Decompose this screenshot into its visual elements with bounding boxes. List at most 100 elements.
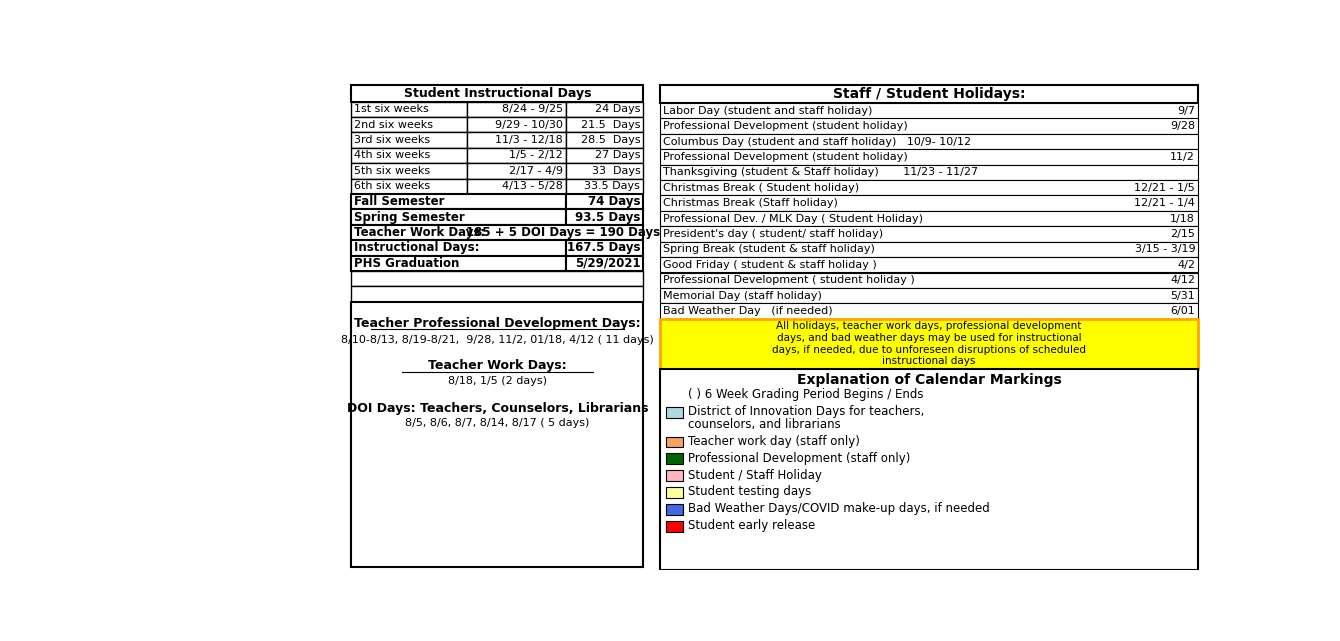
Text: 6/01: 6/01	[1170, 306, 1195, 316]
Bar	[565, 132, 643, 148]
Text: Christmas Break (Staff holiday): Christmas Break (Staff holiday)	[663, 198, 838, 208]
Text: counselors, and librarians: counselors, and librarians	[687, 418, 840, 431]
Text: 3rd six weeks: 3rd six weeks	[354, 135, 430, 145]
Bar	[666, 407, 683, 418]
Text: 9/7: 9/7	[1177, 106, 1195, 116]
Text: Spring Semester: Spring Semester	[354, 210, 465, 224]
Bar	[659, 85, 1198, 103]
Text: Columbus Day (student and staff holiday)   10/9- 10/12: Columbus Day (student and staff holiday)…	[663, 137, 972, 147]
Text: 27 Days: 27 Days	[595, 151, 641, 160]
Bar	[565, 117, 643, 132]
Text: 4/12: 4/12	[1170, 275, 1195, 285]
Text: 2/17 - 4/9: 2/17 - 4/9	[509, 166, 563, 176]
Text: Spring Break (student & staff holiday): Spring Break (student & staff holiday)	[663, 244, 875, 254]
Text: President's day ( student/ staff holiday): President's day ( student/ staff holiday…	[663, 229, 883, 239]
Bar	[351, 194, 565, 210]
Text: 8/24 - 9/25: 8/24 - 9/25	[501, 104, 563, 114]
Bar	[351, 302, 643, 567]
Text: 5/29/2021: 5/29/2021	[575, 257, 641, 270]
Text: 74 Days: 74 Days	[588, 195, 641, 208]
Text: Professional Dev. / MLK Day ( Student Holiday): Professional Dev. / MLK Day ( Student Ho…	[663, 213, 923, 224]
Text: Teacher work day (staff only): Teacher work day (staff only)	[687, 435, 859, 447]
Text: 1st six weeks: 1st six weeks	[354, 104, 429, 114]
Bar	[468, 101, 565, 117]
Text: 1/18: 1/18	[1170, 213, 1195, 224]
Text: 9/29 - 10/30: 9/29 - 10/30	[494, 120, 563, 129]
Text: 11/3 - 12/18: 11/3 - 12/18	[494, 135, 563, 145]
Bar	[468, 148, 565, 163]
Text: Teacher Professional Development Days:: Teacher Professional Development Days:	[354, 317, 641, 330]
Bar	[468, 163, 565, 179]
Bar	[351, 117, 468, 132]
Text: 12/21 - 1/5: 12/21 - 1/5	[1135, 183, 1195, 193]
Bar	[659, 369, 1198, 570]
Text: Student testing days: Student testing days	[687, 485, 811, 499]
Bar	[659, 303, 1198, 319]
Text: PHS Graduation: PHS Graduation	[354, 257, 460, 270]
Text: Student / Staff Holiday: Student / Staff Holiday	[687, 469, 821, 481]
Text: 4/2: 4/2	[1177, 260, 1195, 270]
Text: 2/15: 2/15	[1170, 229, 1195, 239]
Text: Thanksgiving (student & Staff holiday)       11/23 - 11/27: Thanksgiving (student & Staff holiday) 1…	[663, 167, 978, 178]
Bar	[659, 134, 1198, 149]
Bar	[351, 148, 468, 163]
Bar	[351, 101, 468, 117]
Bar	[351, 179, 468, 194]
Bar	[659, 119, 1198, 134]
Text: Teacher Work Days:: Teacher Work Days:	[354, 226, 485, 239]
Bar	[468, 117, 565, 132]
Bar	[666, 470, 683, 481]
Bar	[351, 132, 468, 148]
Text: Professional Development (student holiday): Professional Development (student holida…	[663, 121, 907, 131]
Bar	[351, 240, 565, 256]
Bar	[351, 225, 643, 240]
Bar	[468, 179, 565, 194]
Bar	[666, 453, 683, 464]
Text: 24 Days: 24 Days	[595, 104, 641, 114]
Text: Christmas Break ( Student holiday): Christmas Break ( Student holiday)	[663, 183, 859, 193]
Bar	[565, 179, 643, 194]
Text: Staff / Student Holidays:: Staff / Student Holidays:	[832, 87, 1025, 101]
Text: Professional Development (staff only): Professional Development (staff only)	[687, 451, 910, 465]
Text: Professional Development (student holiday): Professional Development (student holida…	[663, 152, 907, 162]
Text: 5/31: 5/31	[1170, 290, 1195, 301]
Bar	[659, 180, 1198, 196]
Text: 8/18, 1/5 (2 days): 8/18, 1/5 (2 days)	[448, 376, 547, 386]
Text: 167.5 Days: 167.5 Days	[567, 242, 641, 254]
Bar	[565, 240, 643, 256]
Bar	[659, 165, 1198, 180]
Text: 93.5 Days: 93.5 Days	[575, 210, 641, 224]
Text: 11/2: 11/2	[1170, 152, 1195, 162]
Text: 5th six weeks: 5th six weeks	[354, 166, 430, 176]
Text: Memorial Day (staff holiday): Memorial Day (staff holiday)	[663, 290, 821, 301]
Bar	[659, 288, 1198, 303]
Text: 185 + 5 DOI Days = 190 Days: 185 + 5 DOI Days = 190 Days	[466, 226, 661, 239]
Text: 33.5 Days: 33.5 Days	[584, 181, 641, 191]
Text: Fall Semester: Fall Semester	[354, 195, 445, 208]
Text: 6th six weeks: 6th six weeks	[354, 181, 430, 191]
Text: 4th six weeks: 4th six weeks	[354, 151, 430, 160]
Bar	[659, 211, 1198, 226]
Text: Student Instructional Days: Student Instructional Days	[403, 87, 591, 99]
Bar	[666, 437, 683, 447]
Bar	[659, 149, 1198, 165]
Bar	[565, 210, 643, 225]
Bar	[468, 132, 565, 148]
Text: Professional Development ( student holiday ): Professional Development ( student holid…	[663, 275, 914, 285]
Bar	[666, 521, 683, 532]
Bar	[666, 504, 683, 515]
Text: Explanation of Calendar Markings: Explanation of Calendar Markings	[796, 372, 1061, 387]
Text: 4/13 - 5/28: 4/13 - 5/28	[502, 181, 563, 191]
Text: 33  Days: 33 Days	[591, 166, 641, 176]
Text: 12/21 - 1/4: 12/21 - 1/4	[1134, 198, 1195, 208]
Bar	[659, 242, 1198, 257]
Text: Good Friday ( student & staff holiday ): Good Friday ( student & staff holiday )	[663, 260, 876, 270]
Bar	[659, 257, 1198, 272]
Text: 2nd six weeks: 2nd six weeks	[354, 120, 433, 129]
Bar	[565, 163, 643, 179]
Bar	[666, 487, 683, 498]
Text: District of Innovation Days for teachers,: District of Innovation Days for teachers…	[687, 405, 923, 419]
Text: Bad Weather Day   (if needed): Bad Weather Day (if needed)	[663, 306, 832, 316]
Text: 21.5  Days: 21.5 Days	[580, 120, 641, 129]
Bar	[351, 163, 468, 179]
